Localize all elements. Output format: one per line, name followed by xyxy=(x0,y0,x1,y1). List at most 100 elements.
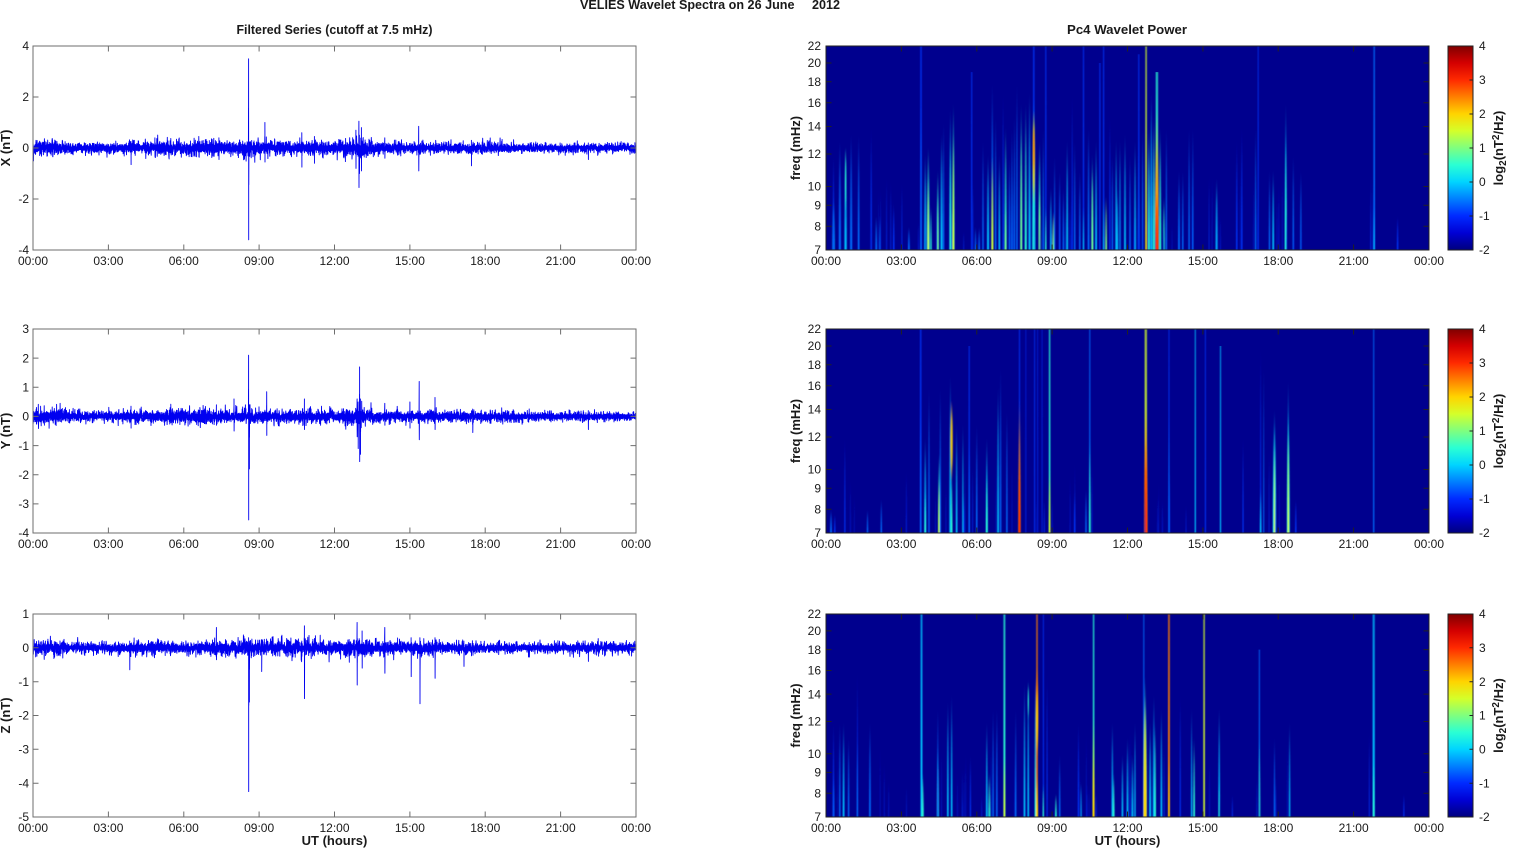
svg-text:-1: -1 xyxy=(18,675,29,689)
svg-text:16: 16 xyxy=(808,379,822,393)
svg-text:15:00: 15:00 xyxy=(1188,821,1218,835)
svg-text:2: 2 xyxy=(1479,390,1486,404)
svg-text:15:00: 15:00 xyxy=(1188,254,1218,268)
svg-text:06:00: 06:00 xyxy=(962,537,992,551)
svg-text:-4: -4 xyxy=(18,776,29,790)
svg-text:22: 22 xyxy=(808,39,822,53)
svg-text:freq (mHz): freq (mHz) xyxy=(788,399,803,463)
svg-text:14: 14 xyxy=(808,403,822,417)
svg-text:21:00: 21:00 xyxy=(546,821,576,835)
svg-text:10: 10 xyxy=(808,747,822,761)
svg-text:UT (hours): UT (hours) xyxy=(1095,833,1161,848)
svg-text:06:00: 06:00 xyxy=(169,821,199,835)
svg-text:-1: -1 xyxy=(18,439,29,453)
svg-text:X (nT): X (nT) xyxy=(0,130,13,167)
svg-text:18: 18 xyxy=(808,643,822,657)
svg-text:-3: -3 xyxy=(18,743,29,757)
svg-text:03:00: 03:00 xyxy=(886,537,916,551)
svg-text:3: 3 xyxy=(1479,73,1486,87)
svg-text:-4: -4 xyxy=(18,243,29,257)
svg-text:7: 7 xyxy=(814,243,821,257)
svg-text:09:00: 09:00 xyxy=(244,821,274,835)
svg-text:2: 2 xyxy=(22,90,29,104)
svg-text:18:00: 18:00 xyxy=(1263,254,1293,268)
svg-text:-2: -2 xyxy=(18,468,29,482)
svg-text:Filtered Series (cutoff at 7.5: Filtered Series (cutoff at 7.5 mHz) xyxy=(237,22,433,37)
svg-text:2: 2 xyxy=(1479,107,1486,121)
svg-text:15:00: 15:00 xyxy=(395,537,425,551)
svg-text:UT (hours): UT (hours) xyxy=(302,833,368,848)
svg-text:log2(nT2/Hz): log2(nT2/Hz) xyxy=(1491,678,1509,753)
svg-text:1: 1 xyxy=(22,607,29,621)
svg-text:1: 1 xyxy=(22,380,29,394)
svg-text:06:00: 06:00 xyxy=(962,254,992,268)
svg-text:4: 4 xyxy=(1479,607,1486,621)
svg-text:8: 8 xyxy=(814,502,821,516)
svg-text:4: 4 xyxy=(1479,322,1486,336)
svg-text:06:00: 06:00 xyxy=(962,821,992,835)
svg-text:0: 0 xyxy=(22,141,29,155)
svg-text:16: 16 xyxy=(808,664,822,678)
svg-text:00:00: 00:00 xyxy=(1414,254,1444,268)
svg-text:18:00: 18:00 xyxy=(1263,537,1293,551)
svg-text:21:00: 21:00 xyxy=(1339,821,1369,835)
svg-text:18: 18 xyxy=(808,358,822,372)
svg-text:10: 10 xyxy=(808,180,822,194)
svg-text:15:00: 15:00 xyxy=(395,254,425,268)
svg-text:-3: -3 xyxy=(18,497,29,511)
svg-text:14: 14 xyxy=(808,120,822,134)
svg-text:-2: -2 xyxy=(1479,243,1490,257)
svg-text:7: 7 xyxy=(814,810,821,824)
svg-text:3: 3 xyxy=(1479,356,1486,370)
svg-text:00:00: 00:00 xyxy=(1414,537,1444,551)
svg-text:freq (mHz): freq (mHz) xyxy=(788,683,803,747)
svg-text:-1: -1 xyxy=(1479,776,1490,790)
svg-text:0: 0 xyxy=(1479,175,1486,189)
svg-text:20: 20 xyxy=(808,339,822,353)
svg-text:12:00: 12:00 xyxy=(1112,821,1142,835)
svg-text:00:00: 00:00 xyxy=(621,254,651,268)
svg-text:09:00: 09:00 xyxy=(244,254,274,268)
svg-text:Z (nT): Z (nT) xyxy=(0,697,13,733)
svg-text:18:00: 18:00 xyxy=(470,821,500,835)
svg-text:18: 18 xyxy=(808,75,822,89)
svg-text:Pc4 Wavelet Power: Pc4 Wavelet Power xyxy=(1067,22,1187,37)
svg-text:2: 2 xyxy=(22,351,29,365)
svg-text:21:00: 21:00 xyxy=(546,254,576,268)
svg-text:20: 20 xyxy=(808,56,822,70)
svg-text:20: 20 xyxy=(808,624,822,638)
svg-text:12: 12 xyxy=(808,147,822,161)
svg-text:log2(nT2/Hz): log2(nT2/Hz) xyxy=(1491,111,1509,186)
svg-text:03:00: 03:00 xyxy=(886,821,916,835)
svg-text:10: 10 xyxy=(808,463,822,477)
svg-text:4: 4 xyxy=(1479,39,1486,53)
svg-text:18:00: 18:00 xyxy=(1263,821,1293,835)
svg-text:06:00: 06:00 xyxy=(169,537,199,551)
svg-text:21:00: 21:00 xyxy=(1339,254,1369,268)
svg-text:03:00: 03:00 xyxy=(93,537,123,551)
svg-text:00:00: 00:00 xyxy=(811,254,841,268)
svg-text:0: 0 xyxy=(1479,743,1486,757)
svg-text:16: 16 xyxy=(808,96,822,110)
svg-text:12:00: 12:00 xyxy=(319,821,349,835)
svg-text:-2: -2 xyxy=(18,709,29,723)
svg-text:8: 8 xyxy=(814,787,821,801)
svg-text:15:00: 15:00 xyxy=(1188,537,1218,551)
svg-text:12:00: 12:00 xyxy=(319,537,349,551)
svg-text:VELIES Wavelet Spectra on 26 J: VELIES Wavelet Spectra on 26 June 2012 xyxy=(580,0,840,12)
svg-text:1: 1 xyxy=(1479,424,1486,438)
svg-text:00:00: 00:00 xyxy=(811,537,841,551)
svg-text:06:00: 06:00 xyxy=(169,254,199,268)
svg-text:9: 9 xyxy=(814,198,821,212)
svg-text:2: 2 xyxy=(1479,675,1486,689)
svg-text:00:00: 00:00 xyxy=(18,537,48,551)
svg-text:-5: -5 xyxy=(18,810,29,824)
svg-text:1: 1 xyxy=(1479,141,1486,155)
svg-text:3: 3 xyxy=(22,322,29,336)
svg-text:0: 0 xyxy=(1479,458,1486,472)
svg-text:09:00: 09:00 xyxy=(1037,821,1067,835)
svg-text:8: 8 xyxy=(814,219,821,233)
svg-text:18:00: 18:00 xyxy=(470,537,500,551)
svg-text:03:00: 03:00 xyxy=(93,254,123,268)
svg-text:09:00: 09:00 xyxy=(1037,537,1067,551)
